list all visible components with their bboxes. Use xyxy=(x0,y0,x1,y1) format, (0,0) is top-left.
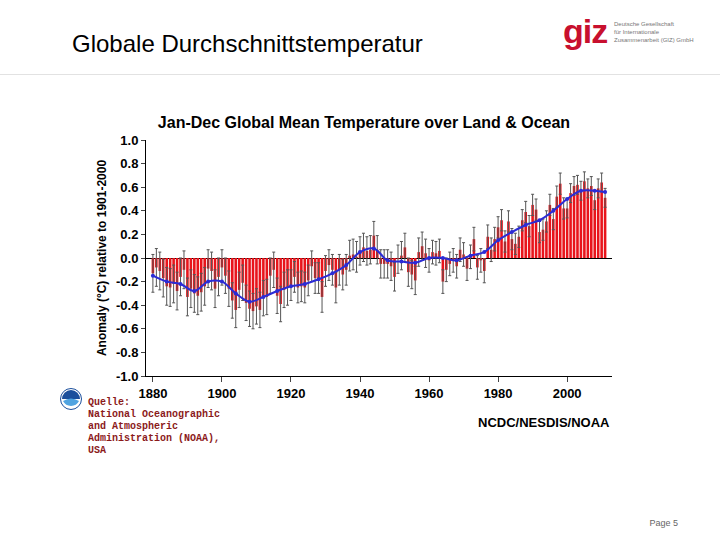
svg-text:1.0: 1.0 xyxy=(120,133,138,148)
svg-text:0.8: 0.8 xyxy=(120,156,138,171)
svg-text:2000: 2000 xyxy=(553,386,582,401)
svg-text:-0.6: -0.6 xyxy=(116,321,138,336)
svg-text:Jan-Dec Global Mean Temperatur: Jan-Dec Global Mean Temperature over Lan… xyxy=(158,114,570,131)
svg-text:0.0: 0.0 xyxy=(120,251,138,266)
svg-text:-0.8: -0.8 xyxy=(116,345,138,360)
svg-text:Anomaly (°C) relative to 1901-: Anomaly (°C) relative to 1901-2000 xyxy=(95,160,109,357)
svg-text:1960: 1960 xyxy=(415,386,444,401)
svg-text:1940: 1940 xyxy=(346,386,375,401)
html-text:Zusammenarbeit (GIZ) GmbH: Zusammenarbeit (GIZ) GmbH xyxy=(614,37,694,43)
html-text:Quelle:: Quelle: xyxy=(88,397,130,408)
svg-text:1880: 1880 xyxy=(138,386,167,401)
html-text:and Atmospheric: and Atmospheric xyxy=(88,421,178,432)
html-text:USA: USA xyxy=(88,445,106,456)
html-text:Page 5: Page 5 xyxy=(649,518,678,528)
svg-text:1980: 1980 xyxy=(484,386,513,401)
svg-text:-0.4: -0.4 xyxy=(116,298,139,313)
svg-text:0.4: 0.4 xyxy=(120,203,139,218)
html-text:National Oceanographic: National Oceanographic xyxy=(88,409,220,420)
html-text:giz: giz xyxy=(563,12,608,50)
html-text:Deutsche Gesellschaft: Deutsche Gesellschaft xyxy=(614,21,674,27)
svg-text:-0.2: -0.2 xyxy=(116,274,138,289)
svg-text:0.6: 0.6 xyxy=(120,180,138,195)
svg-text:0.2: 0.2 xyxy=(120,227,138,242)
html-text:Administration (NOAA),: Administration (NOAA), xyxy=(88,433,220,444)
html-text:Globale Durchschnittstemperatu: Globale Durchschnittstemperatur xyxy=(72,30,423,57)
svg-text:1900: 1900 xyxy=(207,386,236,401)
svg-text:-1.0: -1.0 xyxy=(116,369,138,384)
html-text:für Internationale: für Internationale xyxy=(614,29,659,35)
svg-text:1920: 1920 xyxy=(277,386,306,401)
svg-text:NCDC/NESDIS/NOAA: NCDC/NESDIS/NOAA xyxy=(478,415,610,430)
